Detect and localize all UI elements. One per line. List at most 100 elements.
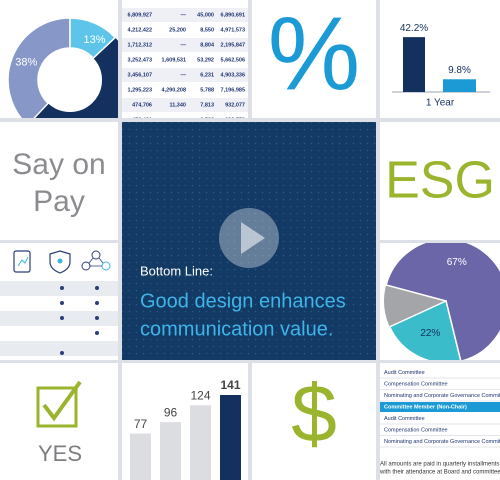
table-cell: 4,903,336: [221, 72, 245, 78]
table-cell: 2,195,847: [221, 42, 245, 48]
dot: [60, 286, 64, 290]
network-icon: [88, 257, 104, 267]
committee-row: Audit Committee: [384, 416, 425, 422]
tablet-icon: [17, 256, 29, 267]
bar: [443, 79, 476, 92]
bar: [130, 433, 151, 480]
table-cell: 3,252,473: [128, 57, 152, 63]
pie-label: 67%: [447, 257, 467, 268]
table-cell: 11,340: [169, 102, 186, 108]
say-on-pay-line: Pay: [33, 185, 85, 218]
committee-row: Compensation Committee: [384, 381, 448, 387]
check-box: [36, 386, 78, 428]
tile: [0, 122, 118, 240]
bar: [220, 395, 241, 480]
tile: [380, 0, 500, 118]
tile: [252, 0, 376, 118]
shield-icon: [57, 258, 63, 264]
tablet-icon: [13, 250, 31, 273]
pie-slice: [388, 299, 462, 360]
bar: [160, 422, 181, 480]
note: All amounts are paid in quarterly instal…: [380, 462, 499, 468]
table-cell: 45,000: [197, 12, 214, 18]
esg-text: ESG: [385, 152, 495, 210]
table-cell: 4,290,208: [162, 87, 186, 93]
category-label: 1 Year: [426, 98, 455, 109]
network-icon: [91, 250, 101, 260]
dot: [60, 316, 64, 320]
row-shade: [122, 8, 248, 22]
donut-label: 38%: [15, 57, 37, 69]
committee-row: Compensation Committee: [384, 427, 448, 433]
pie-tile: 22% 67%: [384, 243, 500, 360]
donut-label: 13%: [83, 34, 105, 46]
say-on-pay-line: Say on: [12, 148, 105, 181]
video-headline: communication value.: [140, 318, 333, 340]
table-cell: —: [181, 117, 187, 123]
table-tile: 6,809,927 — 45,000 6,890,691 4,212,422 25,200…: [122, 8, 248, 123]
donut-slice: [7, 17, 71, 118]
row-shade: [0, 311, 118, 326]
bar: [190, 405, 211, 480]
section-header: Committee Chair: [384, 358, 429, 364]
bar: [403, 37, 425, 92]
table-cell: 5,662,506: [221, 57, 245, 63]
committee-row: Nominating and Corporate Governance Comm…: [384, 393, 500, 399]
dot: [95, 331, 99, 335]
table-cell: 1,295,223: [128, 87, 152, 93]
section-header-bg: [380, 402, 500, 412]
dollar-symbol: $: [291, 369, 337, 460]
bar-label: 141: [220, 378, 240, 392]
donut-tile: 38% 13%: [7, 17, 118, 118]
table-cell: 4,971,573: [221, 27, 245, 33]
yes-text: YES: [38, 441, 82, 466]
table-cell: 474,706: [132, 102, 152, 108]
bar-label: 42.2%: [400, 23, 428, 34]
dots: [60, 286, 99, 355]
table-cell: 9,588: [200, 117, 214, 123]
pie-slice: [385, 243, 500, 360]
table-cell: —: [181, 72, 187, 78]
returns-tile: 1 Year 42.2% 9.8%: [392, 23, 490, 109]
check-mark: [42, 380, 82, 422]
dot: [95, 301, 99, 305]
play-icon: [241, 222, 265, 254]
growth-tile: 77 96 124 141: [130, 378, 241, 480]
tile: [252, 363, 376, 480]
donut-slice: [69, 17, 117, 60]
row-shade: [122, 98, 248, 112]
table-cell: 7,813: [200, 102, 214, 108]
dot: [95, 316, 99, 320]
table-cell: —: [181, 12, 187, 18]
committee-tile: Committee Chair Audit Committee Compensati…: [380, 358, 500, 476]
table-cell: 1,609,531: [162, 57, 186, 63]
row-shade: [0, 341, 118, 356]
table-cell: 6,890,691: [221, 12, 245, 18]
table-cell: 4,212,422: [128, 27, 152, 33]
row-shade: [122, 68, 248, 82]
row-shade: [122, 38, 248, 52]
table-cell: 8,550: [200, 27, 214, 33]
video-kicker: Bottom Line:: [140, 263, 213, 278]
table-cell: 932,077: [225, 102, 245, 108]
bar-label: 77: [134, 417, 148, 431]
committee-row: Audit Committee: [384, 370, 425, 376]
dot: [60, 301, 64, 305]
dot: [95, 286, 99, 290]
shield-icon: [49, 250, 71, 274]
percent-symbol: %: [268, 0, 360, 112]
table-cell: 5,788: [200, 87, 214, 93]
table-cell: 6,231: [200, 72, 214, 78]
row-shade: [0, 281, 118, 296]
tile: [380, 122, 500, 240]
tile: [380, 363, 500, 480]
table-cell: 3,456,107: [128, 72, 152, 78]
dot: [60, 351, 64, 355]
tile: [0, 363, 118, 480]
icon-table-tile: [0, 250, 118, 356]
bar-label: 9.8%: [448, 65, 471, 76]
table-cell: 25,200: [169, 27, 186, 33]
pie-label: 22%: [420, 328, 440, 339]
